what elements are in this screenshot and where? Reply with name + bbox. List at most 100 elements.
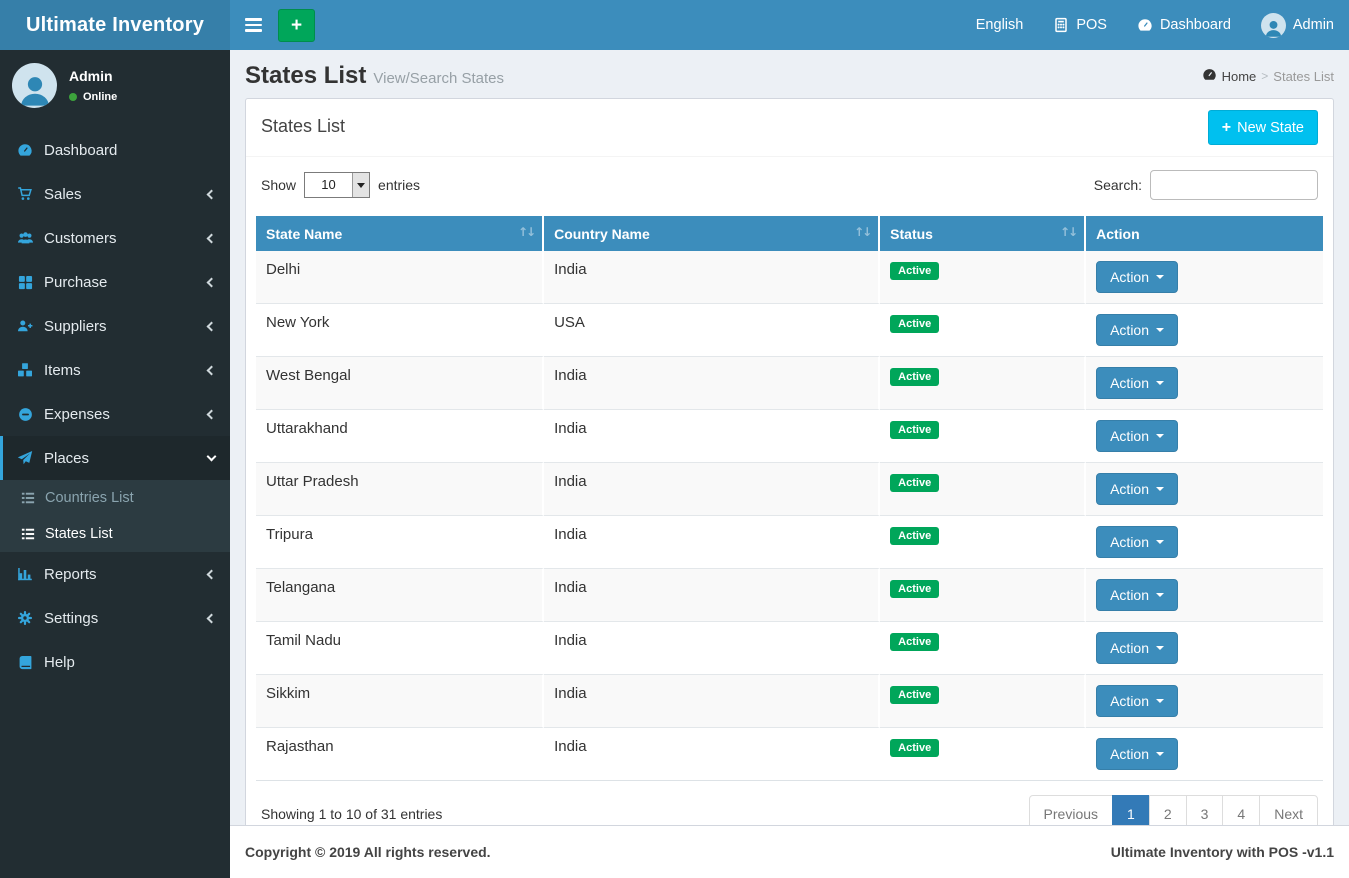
pagination-previous[interactable]: Previous <box>1028 795 1114 825</box>
list-icon <box>19 491 37 505</box>
cubes-icon <box>15 362 35 378</box>
row-action-button[interactable]: Action <box>1096 473 1179 505</box>
pagination-page-1[interactable]: 1 <box>1112 795 1150 825</box>
pagination-next[interactable]: Next <box>1259 795 1318 825</box>
chevron-left-icon <box>206 277 217 287</box>
sidebar-item-places[interactable]: Places <box>0 436 230 480</box>
sidebar-item-label: Countries List <box>45 490 134 506</box>
row-action-button[interactable]: Action <box>1096 579 1179 611</box>
state-name-cell: Tripura <box>256 515 545 568</box>
row-action-button[interactable]: Action <box>1096 261 1179 293</box>
quick-add-button[interactable]: + <box>278 8 315 42</box>
sidebar-item-items[interactable]: Items <box>0 348 230 392</box>
content-area: States List View/Search States Home > S <box>230 50 1349 825</box>
state-name-cell: Sikkim <box>256 674 545 727</box>
sidebar-item-settings[interactable]: Settings <box>0 596 230 640</box>
row-action-button[interactable]: Action <box>1096 314 1179 346</box>
table-body: Delhi India Active Action New York USA A… <box>256 251 1323 780</box>
page-size-select[interactable]: 10 <box>304 172 371 198</box>
pagination-page-4[interactable]: 4 <box>1222 795 1261 825</box>
sidebar-item-suppliers[interactable]: Suppliers <box>0 304 230 348</box>
sidebar-item-label: Purchase <box>44 273 108 291</box>
plus-icon: + <box>1221 118 1232 136</box>
column-header-status[interactable]: Status ↑↓ <box>880 216 1087 251</box>
sidebar-item-help[interactable]: Help <box>0 640 230 684</box>
caret-down-icon <box>1156 381 1165 385</box>
home-gauge-icon <box>1202 67 1217 85</box>
chevron-left-icon <box>206 569 217 579</box>
nav-pos[interactable]: POS <box>1038 0 1122 50</box>
country-name-cell: India <box>544 568 881 621</box>
table-row: New York USA Active Action <box>256 303 1323 356</box>
breadcrumb-separator: > <box>1261 69 1269 83</box>
user-avatar-icon <box>1260 12 1286 38</box>
nav-dashboard[interactable]: Dashboard <box>1122 0 1246 50</box>
page-title: States List <box>245 62 367 89</box>
table-info: Showing 1 to 10 of 31 entries <box>261 806 443 822</box>
minus-circle-icon <box>15 407 35 422</box>
chevron-left-icon <box>206 365 217 375</box>
table-row: Delhi India Active Action <box>256 251 1323 303</box>
status-badge: Active <box>890 262 940 280</box>
online-status-label: Online <box>83 91 118 103</box>
country-name-cell: India <box>544 621 881 674</box>
sidebar-item-purchase[interactable]: Purchase <box>0 260 230 304</box>
sidebar: Admin Online Dashboard <box>0 50 230 878</box>
new-state-button[interactable]: + New State <box>1207 110 1318 145</box>
caret-down-icon <box>1156 328 1165 332</box>
places-submenu: Countries List States List <box>0 480 230 552</box>
column-header-country-name[interactable]: Country Name ↑↓ <box>544 216 881 251</box>
states-table: State Name ↑↓ Country Name ↑↓ Status ↑↓ <box>256 216 1323 781</box>
sidebar-item-label: Sales <box>44 185 82 203</box>
nav-user-menu[interactable]: Admin <box>1246 0 1349 50</box>
dashboard-gauge-icon <box>1137 17 1153 33</box>
sort-icon[interactable]: ↑↓ <box>517 225 536 239</box>
pagination-page-3[interactable]: 3 <box>1185 795 1224 825</box>
state-name-cell: New York <box>256 303 545 356</box>
sidebar-item-customers[interactable]: Customers <box>0 216 230 260</box>
status-badge: Active <box>890 633 940 651</box>
sidebar-item-dashboard[interactable]: Dashboard <box>0 128 230 172</box>
nav-language[interactable]: English <box>961 0 1039 50</box>
chevron-left-icon <box>206 189 217 199</box>
status-badge: Active <box>890 421 940 439</box>
row-action-button[interactable]: Action <box>1096 526 1179 558</box>
state-name-cell: Delhi <box>256 251 545 303</box>
sidebar-item-label: Places <box>44 449 90 467</box>
action-button-label: Action <box>1110 640 1150 656</box>
row-action-button[interactable]: Action <box>1096 738 1179 770</box>
hamburger-menu-icon[interactable] <box>230 0 276 50</box>
sidebar-item-countries-list[interactable]: Countries List <box>0 480 230 516</box>
chevron-left-icon <box>206 409 217 419</box>
sidebar-item-expenses[interactable]: Expenses <box>0 392 230 436</box>
list-icon <box>19 527 37 541</box>
nav-pos-label: POS <box>1076 17 1107 33</box>
country-name-cell: India <box>544 409 881 462</box>
sidebar-item-label: Reports <box>44 565 97 583</box>
row-action-button[interactable]: Action <box>1096 367 1179 399</box>
state-name-cell: Telangana <box>256 568 545 621</box>
online-status-icon <box>69 93 77 101</box>
pagination-page-2[interactable]: 2 <box>1148 795 1187 825</box>
panel-title: States List <box>261 116 346 136</box>
paper-plane-icon <box>15 450 35 466</box>
sort-icon[interactable]: ↑↓ <box>854 225 872 239</box>
sidebar-item-sales[interactable]: Sales <box>0 172 230 216</box>
sidebar-user-status[interactable]: Online <box>69 91 117 103</box>
breadcrumb-home[interactable]: Home <box>1202 67 1256 85</box>
search-input[interactable] <box>1150 170 1318 200</box>
page-size-value: 10 <box>321 177 336 192</box>
row-action-button[interactable]: Action <box>1096 420 1179 452</box>
row-action-button[interactable]: Action <box>1096 685 1179 717</box>
sidebar-item-reports[interactable]: Reports <box>0 552 230 596</box>
sort-icon[interactable]: ↑↓ <box>1059 225 1078 239</box>
column-header-state-name[interactable]: State Name ↑↓ <box>256 216 545 251</box>
app-logo[interactable]: Ultimate Inventory <box>0 0 230 50</box>
action-button-label: Action <box>1110 322 1150 338</box>
grid-icon <box>15 275 35 290</box>
sidebar-item-states-list[interactable]: States List <box>0 516 230 552</box>
country-name-cell: USA <box>544 303 881 356</box>
new-state-button-label: New State <box>1237 119 1304 136</box>
table-row: Telangana India Active Action <box>256 568 1323 621</box>
row-action-button[interactable]: Action <box>1096 632 1179 664</box>
